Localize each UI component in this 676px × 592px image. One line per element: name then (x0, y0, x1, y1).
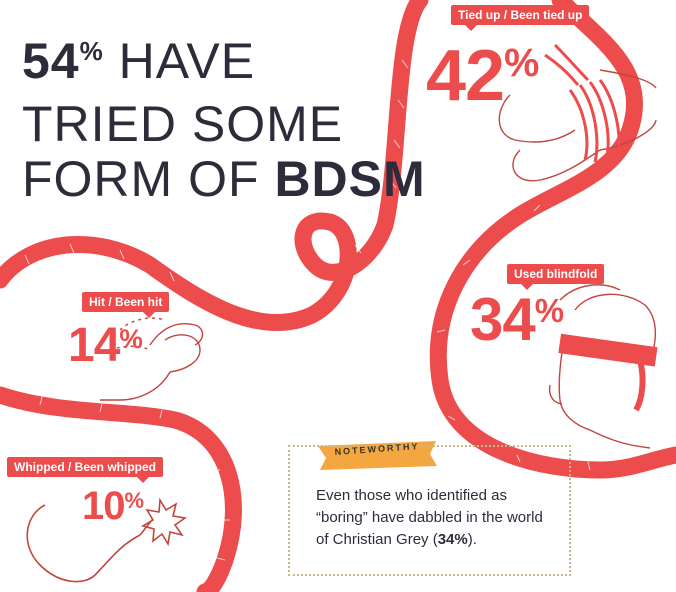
noteworthy-text-stat: 34% (437, 531, 468, 548)
noteworthy-text-end: ). (467, 531, 477, 548)
headline-value: 54 (22, 33, 80, 89)
headline-line-2: TRIED SOME (22, 96, 344, 152)
noteworthy-text: Even those who identified as “boring” ha… (316, 485, 558, 551)
rope-lower (0, 386, 242, 592)
stat-tied-up-value: 42 (426, 36, 505, 116)
label-blindfold: Used blindfold (507, 264, 605, 290)
noteworthy-banner (318, 441, 437, 470)
blindfold-face-illustration (548, 284, 658, 449)
stat-hit-pct: % (119, 324, 142, 354)
rope-texture (24, 59, 611, 561)
label-whipped: Whipped / Been whipped (7, 457, 163, 483)
noteworthy-tag: NOTEWORTHY (318, 441, 436, 465)
noteworthy-text-main: Even those who identified as “boring” ha… (316, 487, 543, 548)
stat-hit: 14% (68, 319, 143, 372)
rope-main (0, 0, 429, 332)
stat-blindfold-value: 34 (470, 286, 536, 353)
headline-bdsm: BDSM (274, 151, 426, 207)
stat-blindfold: 34% (470, 290, 564, 350)
headline: 54% HAVE TRIED SOME FORM OF BDSM (22, 34, 426, 207)
headline-line-1: 54% HAVE (22, 34, 426, 97)
tied-hands-illustration (498, 43, 657, 182)
stat-tied-up: 42% (426, 40, 539, 112)
open-hand-illustration (100, 317, 204, 401)
stat-whipped-value: 10 (82, 484, 125, 528)
noteworthy-tag-text: NOTEWORTHY (334, 441, 420, 457)
rope-right (429, 0, 676, 479)
stat-whipped-pct: % (124, 488, 145, 513)
label-hit: Hit / Been hit (82, 292, 170, 318)
noteworthy-box (288, 445, 571, 576)
label-tied-up: Tied up / Been tied up (451, 5, 590, 31)
headline-have: HAVE (118, 33, 256, 89)
stat-tied-up-pct: % (504, 41, 539, 85)
headline-line-3: FORM OF BDSM (22, 152, 426, 207)
stat-hit-value: 14 (68, 319, 120, 372)
headline-percent-sign: % (79, 36, 104, 66)
stat-whipped: 10% (82, 484, 145, 528)
stat-blindfold-pct: % (534, 292, 564, 329)
headline-form-of: FORM OF (22, 151, 260, 207)
whip-illustration (26, 497, 188, 583)
